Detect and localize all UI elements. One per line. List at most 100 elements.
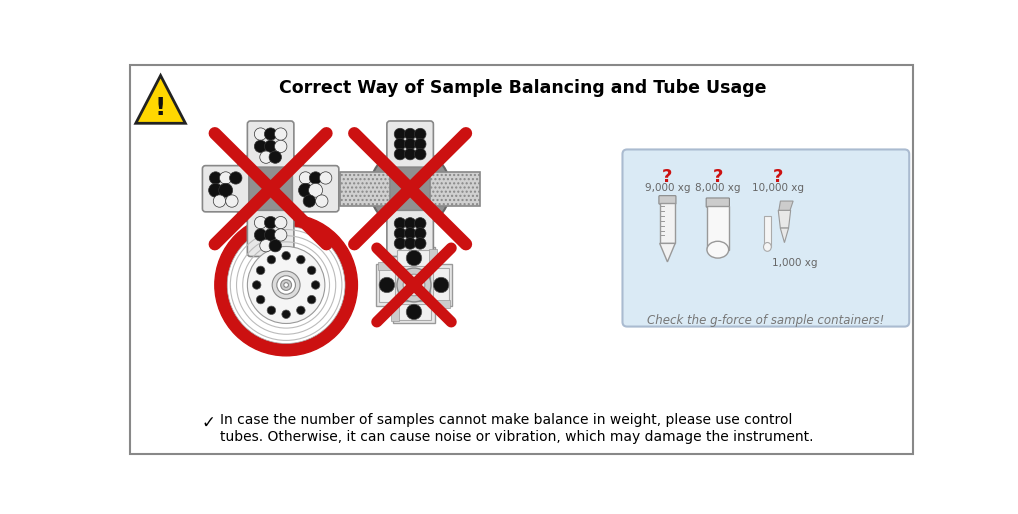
Circle shape	[227, 227, 345, 343]
Polygon shape	[396, 304, 431, 320]
Polygon shape	[660, 244, 675, 262]
Circle shape	[404, 217, 416, 229]
Circle shape	[298, 183, 313, 197]
Circle shape	[434, 277, 449, 292]
Circle shape	[296, 255, 305, 264]
Circle shape	[282, 251, 290, 260]
Circle shape	[397, 268, 431, 302]
Polygon shape	[430, 249, 437, 267]
Polygon shape	[376, 264, 398, 306]
Circle shape	[394, 217, 406, 229]
Circle shape	[215, 214, 357, 356]
Polygon shape	[391, 303, 399, 321]
FancyBboxPatch shape	[203, 166, 249, 212]
Text: ✓: ✓	[202, 414, 216, 432]
Circle shape	[209, 183, 223, 197]
Text: tubes. Otherwise, it can cause noise or vibration, which may damage the instrume: tubes. Otherwise, it can cause noise or …	[220, 430, 813, 444]
Polygon shape	[778, 210, 791, 228]
Polygon shape	[397, 250, 433, 266]
Text: In case the number of samples cannot make balance in weight, please use control: In case the number of samples cannot mak…	[220, 413, 793, 427]
Circle shape	[226, 195, 238, 207]
Circle shape	[309, 172, 322, 184]
Text: Correct Way of Sample Balancing and Tube Usage: Correct Way of Sample Balancing and Tube…	[279, 79, 767, 97]
Polygon shape	[432, 300, 450, 308]
Circle shape	[308, 183, 323, 197]
Text: 10,000 xg: 10,000 xg	[752, 183, 804, 193]
Text: 8,000 xg: 8,000 xg	[695, 183, 740, 193]
Polygon shape	[779, 201, 793, 210]
Bar	[706, 207, 729, 250]
Circle shape	[257, 296, 265, 304]
Circle shape	[320, 172, 332, 184]
FancyBboxPatch shape	[247, 210, 294, 256]
Circle shape	[275, 128, 287, 140]
Circle shape	[284, 283, 288, 287]
Circle shape	[252, 281, 261, 289]
Circle shape	[254, 216, 267, 229]
Circle shape	[307, 266, 316, 274]
Circle shape	[414, 217, 426, 229]
FancyBboxPatch shape	[387, 210, 434, 256]
Circle shape	[265, 128, 277, 140]
Circle shape	[210, 172, 222, 184]
Text: 1,000 xg: 1,000 xg	[772, 258, 817, 268]
Circle shape	[254, 229, 267, 241]
Circle shape	[267, 255, 276, 264]
Circle shape	[394, 128, 406, 140]
Circle shape	[269, 151, 281, 163]
Circle shape	[404, 237, 416, 249]
Circle shape	[406, 250, 421, 266]
Circle shape	[414, 237, 426, 249]
Circle shape	[394, 149, 406, 160]
Circle shape	[265, 216, 277, 229]
Circle shape	[282, 310, 290, 319]
FancyBboxPatch shape	[387, 121, 434, 167]
Polygon shape	[393, 247, 436, 269]
Circle shape	[307, 296, 316, 304]
Polygon shape	[135, 76, 185, 123]
Polygon shape	[393, 301, 436, 323]
Circle shape	[265, 140, 277, 153]
FancyBboxPatch shape	[130, 65, 913, 454]
FancyBboxPatch shape	[247, 121, 294, 167]
Circle shape	[404, 228, 416, 239]
Circle shape	[275, 216, 287, 229]
Bar	[764, 216, 772, 247]
Circle shape	[260, 151, 272, 163]
Circle shape	[299, 172, 312, 184]
Circle shape	[257, 266, 265, 274]
Circle shape	[403, 274, 425, 296]
Circle shape	[414, 228, 426, 239]
FancyBboxPatch shape	[706, 198, 730, 207]
Circle shape	[269, 240, 281, 252]
Circle shape	[414, 128, 426, 140]
Circle shape	[312, 281, 320, 289]
FancyBboxPatch shape	[622, 150, 909, 326]
Text: Check the g-force of sample containers!: Check the g-force of sample containers!	[647, 314, 885, 327]
Circle shape	[229, 172, 242, 184]
Circle shape	[254, 140, 267, 153]
Circle shape	[254, 128, 267, 140]
Polygon shape	[434, 268, 449, 303]
Circle shape	[275, 140, 287, 153]
Circle shape	[220, 172, 232, 184]
Polygon shape	[379, 267, 395, 302]
FancyBboxPatch shape	[659, 196, 676, 204]
Circle shape	[414, 138, 426, 150]
Circle shape	[316, 195, 328, 207]
Circle shape	[414, 149, 426, 160]
Circle shape	[406, 304, 421, 320]
Circle shape	[214, 195, 226, 207]
Circle shape	[404, 149, 416, 160]
Text: ?: ?	[663, 168, 673, 186]
Polygon shape	[781, 228, 789, 243]
Ellipse shape	[764, 243, 772, 251]
Circle shape	[370, 149, 450, 229]
Circle shape	[281, 280, 291, 290]
Circle shape	[247, 247, 325, 323]
Circle shape	[394, 237, 406, 249]
Text: !: !	[155, 96, 166, 120]
Circle shape	[379, 277, 395, 292]
Circle shape	[275, 229, 287, 241]
Ellipse shape	[706, 241, 729, 258]
